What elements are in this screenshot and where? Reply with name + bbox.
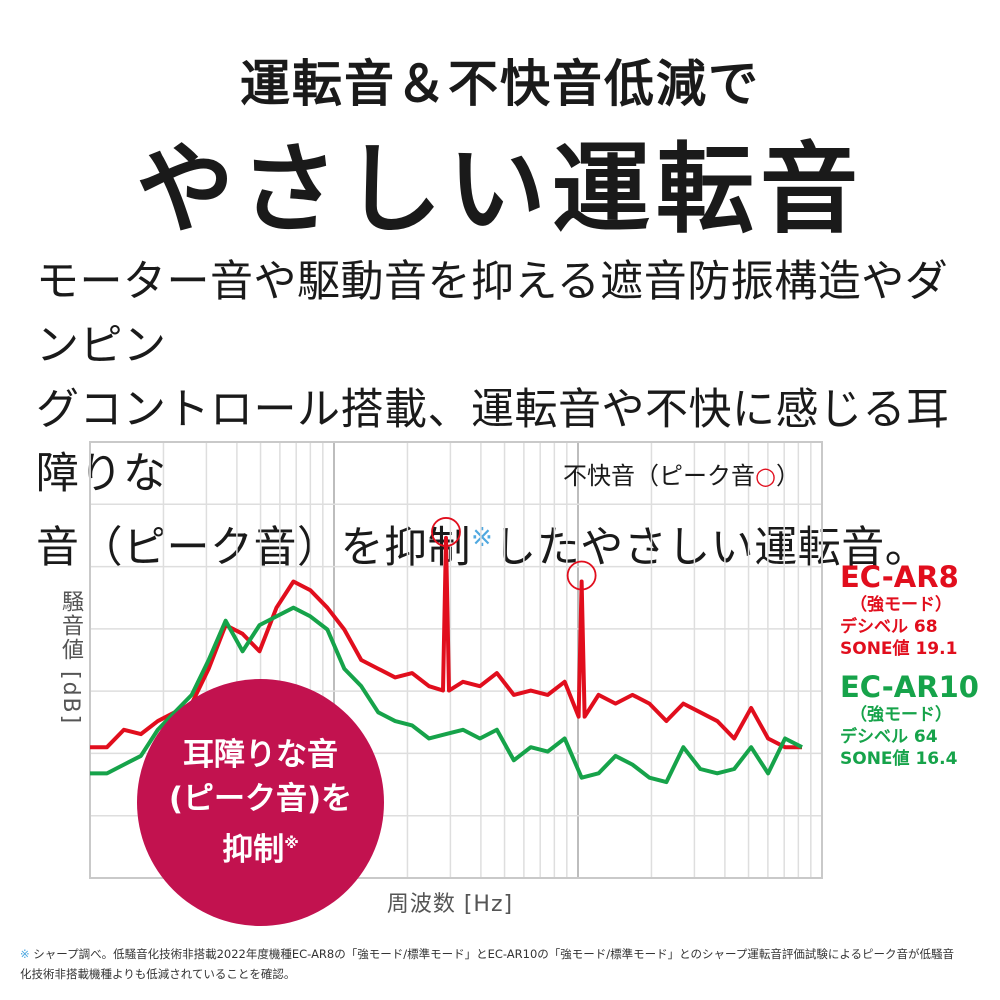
legend-model-name: EC-AR10 [840, 670, 979, 704]
footnote-mark: ※ [20, 947, 30, 961]
description-line-2: グコントロール搭載、運転音や不快に感じる耳障りな [36, 385, 950, 499]
description-line-1: モーター音や駆動音を抑える遮音防振構造やダンピン [36, 257, 949, 371]
sub-headline: 運転音＆不快音低減で [240, 55, 760, 113]
badge-reference-mark: ※ [284, 834, 299, 852]
peak-suppression-badge: 耳障りな音 (ピーク音)を 抑制※ [137, 679, 384, 926]
main-headline: やさしい運転音 [135, 133, 864, 247]
peak-marker-circle [566, 560, 597, 591]
legend-sone: SONE値 19.1 [840, 639, 958, 659]
peak-markers [431, 517, 597, 591]
legend-ec-ar8: EC-AR8 （強モード） デシベル 68 SONE値 19.1 [840, 560, 959, 660]
series-line-ec-ar10 [90, 605, 803, 785]
peak-marker-circle [431, 517, 461, 547]
legend-model-name: EC-AR8 [840, 560, 959, 594]
description-text: モーター音や駆動音を抑える遮音防振構造やダンピン グコントロール搭載、運転音や不… [36, 250, 976, 580]
reference-mark: ※ [471, 523, 494, 553]
footnote-line-1: ※ シャープ調べ。低騒音化技術非搭載2022年度機種EC-AR8の「強モード/標… [20, 944, 985, 964]
legend-decibel: デシベル 68 [840, 617, 938, 637]
x-axis-label: 周波数 [Hz] [386, 892, 514, 917]
peak-symbol: ○ [755, 462, 776, 490]
footnote-line-2: 化技術非搭載機種よりも低減されていることを確認。 [20, 967, 296, 981]
badge-line-1: 耳障りな音 [183, 737, 338, 773]
legend-decibel: デシベル 64 [840, 727, 938, 747]
series-line-ec-ar8 [90, 535, 802, 750]
description-line-3-end: したやさしい運転音。 [493, 523, 929, 573]
badge-line-2: (ピーク音)を [168, 781, 353, 817]
description-line-3-start: 音（ピーク音）を抑制 [36, 523, 471, 573]
badge-line-3-text: 抑制 [222, 832, 285, 868]
description-line-3: 音（ピーク音）を抑制※したやさしい運転音。 [36, 506, 976, 580]
legend-mode: （強モード） [850, 595, 952, 615]
chart-annotation: 不快音（ピーク音○） [563, 462, 800, 490]
legend-sone: SONE値 16.4 [840, 749, 958, 769]
badge-line-3: 抑制※ [222, 821, 299, 872]
footnote-text-1: シャープ調べ。低騒音化技術非搭載2022年度機種EC-AR8の「強モード/標準モ… [29, 947, 955, 961]
annotation-text: 不快音（ピーク音 [563, 462, 755, 490]
series-lines [90, 535, 803, 785]
legend-mode: （強モード） [850, 705, 952, 725]
plot-frame [89, 441, 823, 879]
legend-ec-ar10: EC-AR10 （強モード） デシベル 64 SONE値 16.4 [840, 670, 979, 770]
footnote: ※ シャープ調べ。低騒音化技術非搭載2022年度機種EC-AR8の「強モード/標… [20, 944, 985, 984]
annotation-close: ） [776, 462, 800, 490]
y-axis-label: 騒音値 [dB] [58, 590, 83, 726]
